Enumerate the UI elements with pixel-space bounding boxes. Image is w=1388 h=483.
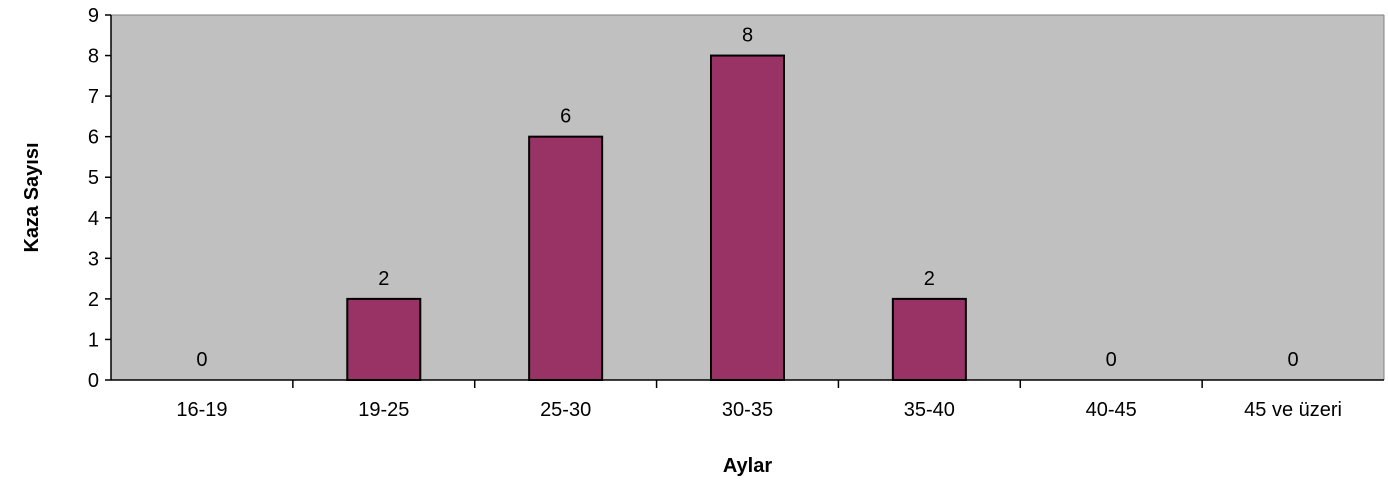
bars-group bbox=[346, 54, 967, 382]
x-category-label: 40-45 bbox=[1086, 399, 1137, 421]
y-tick-label: 7 bbox=[88, 86, 99, 108]
data-label: 8 bbox=[742, 25, 753, 47]
y-tick-label: 0 bbox=[88, 370, 99, 392]
bar-19-25 bbox=[346, 297, 422, 381]
axes-group bbox=[105, 14, 1385, 388]
y-tick-label: 9 bbox=[88, 5, 99, 27]
y-tick-label: 6 bbox=[88, 127, 99, 149]
labels-group: 0 1 2 3 4 5 6 7 8 9 0 16-19 2 19-25 6 25-30 8 30-35 2 35-40… bbox=[88, 5, 1342, 421]
y-axis-title: Kaza Sayısı bbox=[21, 142, 43, 252]
y-tick-label: 5 bbox=[88, 167, 99, 189]
x-category-label: 45 ve üzeri bbox=[1244, 399, 1342, 421]
data-label: 2 bbox=[924, 268, 935, 290]
bar-30-35 bbox=[710, 54, 785, 382]
y-tick-label: 2 bbox=[88, 289, 99, 311]
bar-35-40 bbox=[891, 297, 967, 381]
y-tick-label: 4 bbox=[88, 208, 99, 230]
data-label: 0 bbox=[1106, 349, 1117, 371]
data-label: 2 bbox=[378, 268, 389, 290]
x-category-label: 19-25 bbox=[358, 399, 409, 421]
y-tick-label: 1 bbox=[88, 329, 99, 351]
data-label: 6 bbox=[560, 106, 571, 128]
bar-25-30 bbox=[528, 135, 604, 381]
x-category-label: 30-35 bbox=[722, 399, 773, 421]
x-category-label: 25-30 bbox=[540, 399, 591, 421]
y-tick-label: 3 bbox=[88, 248, 99, 270]
y-tick-label: 8 bbox=[88, 46, 99, 68]
x-category-label: 16-19 bbox=[176, 399, 227, 421]
data-label: 0 bbox=[196, 349, 207, 371]
data-label: 0 bbox=[1288, 349, 1299, 371]
x-category-label: 35-40 bbox=[904, 399, 955, 421]
x-axis-title: Aylar bbox=[723, 455, 773, 477]
